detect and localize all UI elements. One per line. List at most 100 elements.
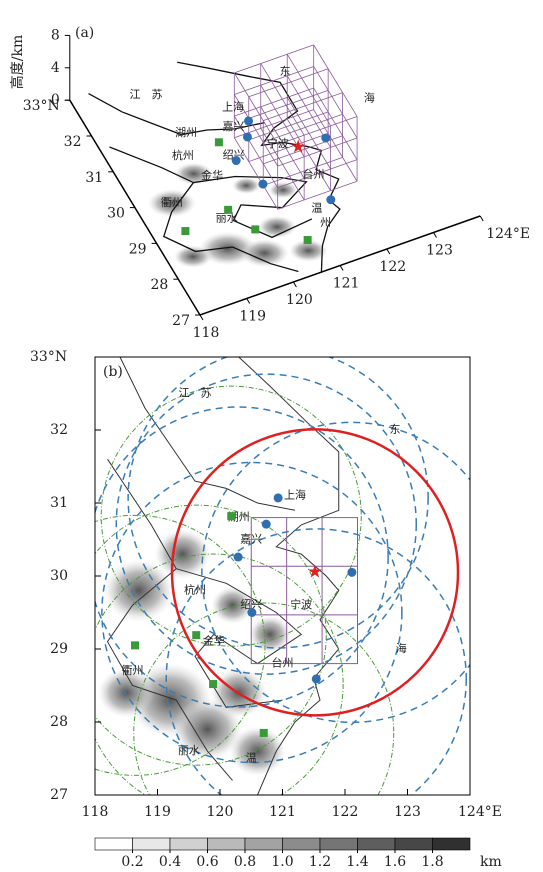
- place-name: 江 苏: [130, 88, 163, 101]
- site-green: [131, 641, 139, 649]
- x-tick-label: 122: [379, 259, 406, 275]
- colorbar-tick-label: 0.4: [159, 854, 181, 870]
- site-blue: [244, 116, 253, 125]
- colorbar-tick-label: 1.6: [384, 854, 406, 870]
- place-name: 江 苏: [179, 387, 212, 400]
- site-green: [227, 512, 235, 520]
- site-green: [304, 236, 312, 244]
- tick: [480, 216, 483, 221]
- y-tick-label: 30: [50, 568, 68, 584]
- place-name: 衢州: [122, 664, 144, 677]
- site-blue: [243, 132, 252, 141]
- tick: [293, 282, 296, 287]
- x-tick-label: 119: [239, 309, 266, 325]
- y-tick-label: 27: [172, 313, 190, 329]
- site-green: [224, 206, 232, 214]
- place-name: 杭州: [172, 148, 194, 162]
- place-name: 台州: [272, 656, 294, 670]
- x-tick-label: 124°E: [486, 226, 530, 242]
- tick: [200, 315, 203, 320]
- place-name: 宁波: [290, 597, 312, 611]
- place-name: 海: [364, 91, 375, 105]
- place-name: 丽水: [178, 744, 200, 757]
- place-name: 东: [280, 65, 291, 78]
- x-tick-label: 123: [394, 804, 421, 820]
- grid-box: [314, 66, 357, 138]
- y-tick-label: 32: [50, 422, 68, 438]
- place-name: 州: [320, 216, 331, 229]
- colorbar-bin: [320, 838, 358, 850]
- place-name: 金华: [203, 634, 225, 648]
- y-tick-label: 33°N: [23, 98, 60, 114]
- place-name: 台州: [303, 167, 325, 181]
- colorbar-tick-label: 0.2: [121, 854, 143, 870]
- site-blue: [321, 133, 330, 142]
- site-green: [260, 729, 268, 737]
- tick: [340, 266, 343, 271]
- y-tick-label: 29: [129, 241, 147, 257]
- colorbar-bin: [283, 838, 321, 850]
- place-name: 海: [396, 641, 407, 655]
- panel-label: (b): [103, 364, 123, 380]
- place-name: 嘉兴: [223, 119, 245, 133]
- x-tick-label: 123: [426, 243, 453, 259]
- site-blue: [258, 180, 267, 189]
- colorbar-bin: [245, 838, 283, 850]
- site-green: [215, 138, 223, 146]
- x-tick-label: 121: [269, 804, 296, 820]
- place-name: 上海: [222, 100, 244, 114]
- grid-box: [234, 45, 313, 73]
- x-tick-label: 120: [207, 804, 234, 820]
- site-blue: [312, 674, 321, 683]
- site-blue: [232, 156, 241, 165]
- y-tick-label: 31: [50, 495, 68, 511]
- place-name: 杭州: [184, 583, 206, 597]
- site-star: ★: [290, 137, 306, 158]
- site-blue: [274, 493, 283, 502]
- x-tick-label: 120: [286, 292, 313, 308]
- y-tick-label: 30: [107, 206, 125, 222]
- grid-box: [314, 45, 357, 117]
- place-name: 金华: [201, 168, 223, 182]
- colorbar-bin: [95, 838, 133, 850]
- colorbar-bin: [208, 838, 246, 850]
- colorbar-bin: [170, 838, 208, 850]
- y-tick-label: 28: [50, 714, 68, 730]
- place-name: 湖州: [175, 126, 197, 139]
- grid-box: [287, 54, 330, 126]
- site-blue: [247, 608, 256, 617]
- site-green: [209, 680, 217, 688]
- x-tick-label: 119: [144, 804, 171, 820]
- y-tick-label: 28: [150, 277, 168, 293]
- colorbar-bin: [133, 838, 171, 850]
- place-name: 衢州: [161, 196, 183, 209]
- figure: (a) 高度/km (b) 04827282930313233°N1181191…: [0, 0, 543, 872]
- place-name: 温: [311, 202, 322, 215]
- place-name: 温: [246, 752, 257, 765]
- x-tick-label: 121: [333, 276, 360, 292]
- site-blue: [326, 195, 335, 204]
- colorbar-bin: [358, 838, 396, 850]
- site-blue: [347, 568, 356, 577]
- z-tick-label: 4: [51, 60, 60, 76]
- place-name: 嘉兴: [240, 532, 262, 546]
- colorbar-tick-label: 1.8: [421, 854, 443, 870]
- x-tick-label: 118: [193, 325, 220, 341]
- grid-box: [234, 66, 313, 94]
- place-name: 宁波: [267, 136, 289, 150]
- place-name: 东: [390, 423, 401, 436]
- tick: [387, 249, 390, 254]
- colorbar-tick-label: 1.0: [271, 854, 293, 870]
- colorbar-tick-label: 0.8: [234, 854, 256, 870]
- terrain: [174, 245, 212, 267]
- panel-label: (a): [75, 25, 94, 41]
- y-tick-label: 29: [50, 641, 68, 657]
- colorbar-tick-label: 0.6: [196, 854, 218, 870]
- site-green: [192, 631, 200, 639]
- x-tick-label: 122: [332, 804, 359, 820]
- y-tick-label: 31: [85, 170, 103, 186]
- x-tick-label: 118: [82, 804, 109, 820]
- tick: [247, 299, 250, 304]
